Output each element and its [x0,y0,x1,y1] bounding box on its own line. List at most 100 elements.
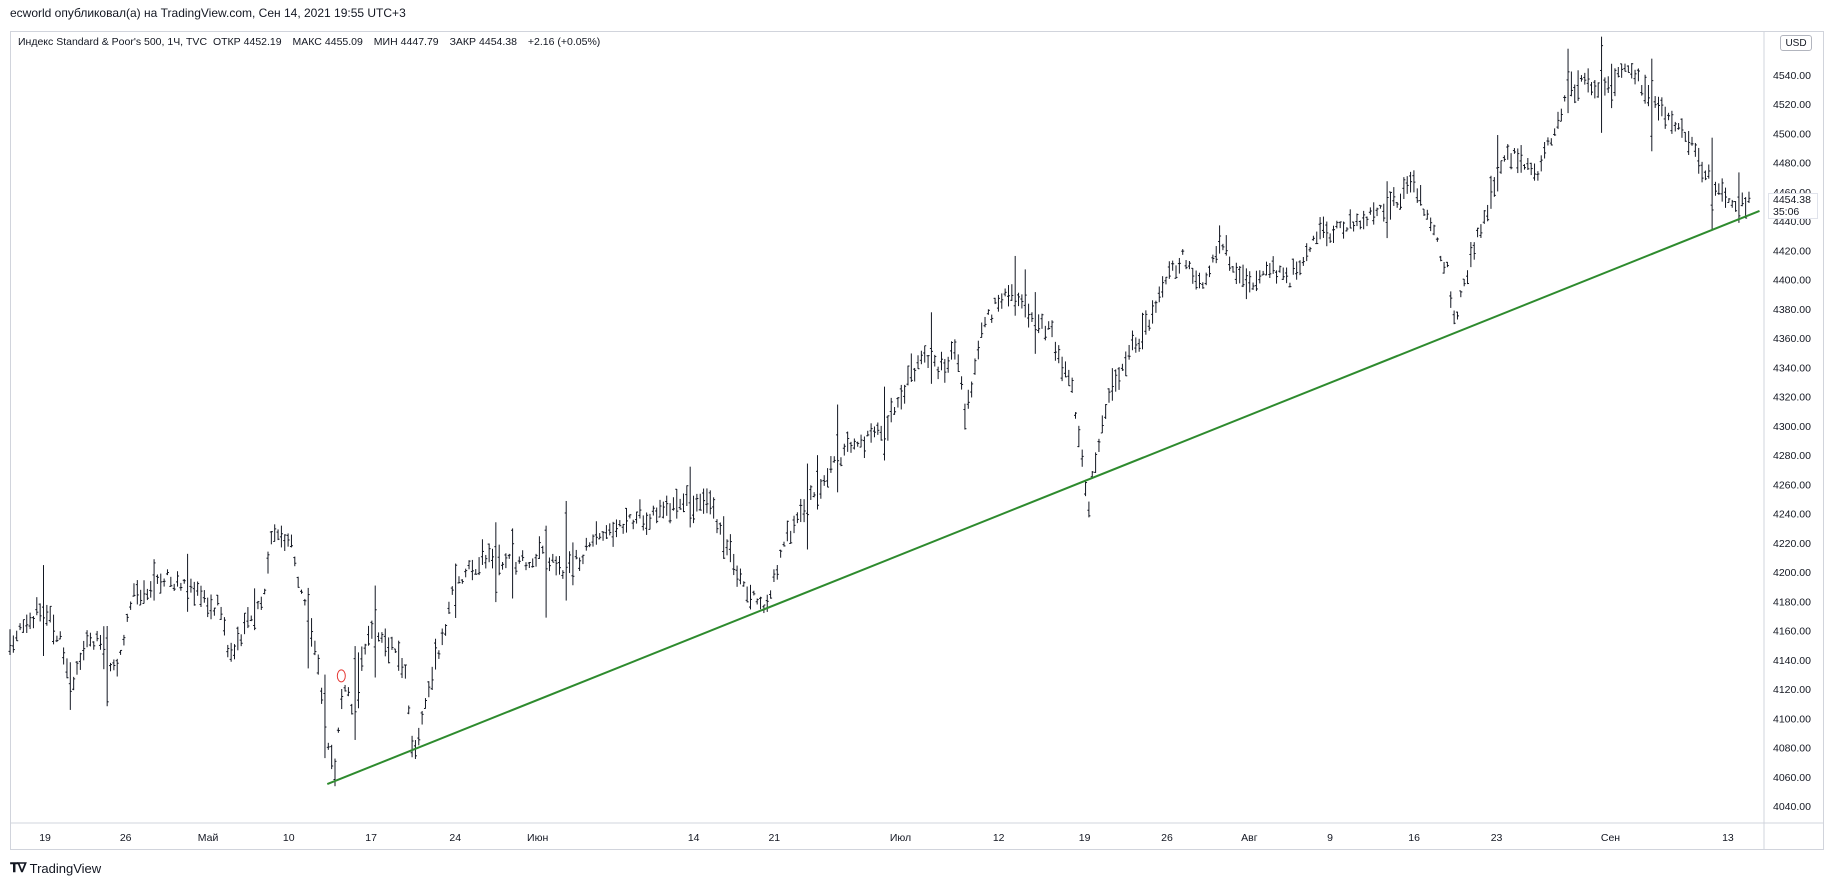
ohlc-bar [594,521,598,545]
symbol-name[interactable]: Индекс Standard & Poor's 500, 1Ч, TVC [18,36,208,48]
ohlc-bar [1097,438,1101,452]
ohlc-bar [1519,145,1523,173]
currency-button[interactable]: USD [1780,35,1812,51]
ohlc-bar [1372,202,1376,225]
ohlc-bar [1533,163,1537,181]
ohlc-bar [1043,325,1047,341]
ohlc-bar [1231,266,1235,273]
price-tick-label: 4340.00 [1773,362,1811,374]
ohlc-bar [852,438,856,450]
price-tick-label: 4040.00 [1773,801,1811,813]
ohlc-bar [769,590,773,599]
ohlc-bar [1194,270,1198,290]
ohlc-bar [712,497,716,519]
price-tick-label: 4480.00 [1773,158,1811,170]
ohlc-bar [1633,69,1637,85]
ohlc-bar [179,582,183,591]
ohlc-bar [1382,203,1386,222]
ohlc-bar [480,539,484,565]
ohlc-bar [1318,217,1322,240]
ohlc-bar [1388,191,1392,220]
ohlc-bar [692,495,696,524]
ohlc-bar [253,588,257,631]
ohlc-bar [35,597,39,616]
time-tick-label: 13 [1722,832,1734,844]
ohlc-bar [1285,267,1289,284]
ohlc-bar [950,341,954,360]
ohlc-bar [457,576,461,584]
ohlc-bar [581,554,585,565]
ohlc-bar [1573,84,1577,104]
ohlc-bar [1023,269,1027,318]
ohlc-bar [1281,267,1285,280]
ohlc-bar [990,314,994,323]
ohlc-bar [1177,257,1181,274]
ohlc-bar [708,490,712,515]
ohlc-bar [665,495,669,516]
ohlc-bar [490,548,494,569]
ohlc-bar [407,705,411,715]
ohlc-bar [269,531,273,545]
ohlc-bar [822,475,826,486]
ohlc-bar [678,498,682,510]
ohlc-bar [1606,76,1610,93]
bar-countdown: 35:06 [1773,206,1800,218]
ohlc-bar [1251,282,1255,290]
ohlc-bar [1653,96,1657,108]
ohlc-bar [732,553,736,576]
ohlc-bar [1693,142,1697,157]
ohlc-bar [1657,96,1661,121]
ohlc-bar [1010,284,1014,301]
ohlc-bar [1362,210,1366,230]
ohlc-bar [1717,183,1721,195]
time-tick-label: Июл [890,832,911,844]
price-tick-label: 4140.00 [1773,655,1811,667]
ohlc-bar [1432,224,1436,236]
ohlc-bar [11,635,15,653]
ohlc-bar [68,662,72,710]
ohlc-bar [675,488,679,519]
ohlc-bar [1355,213,1359,227]
ohlc-bar [856,441,860,447]
ohlc-bar [266,551,270,574]
ohlc-bar [196,581,200,596]
ohlc-bar [608,523,612,536]
ohlc-bar [1204,272,1208,286]
ohlc-bar [1472,242,1476,260]
ohlc-bar [973,358,977,375]
ohlc-bar [363,643,367,655]
ohlc-bar [474,569,478,575]
ohlc-bar [521,550,525,561]
ohlc-bar [886,415,890,441]
ohlc-bar [789,530,793,544]
ohlc-bar [983,316,987,328]
ohlc-bar [541,545,545,554]
ohlc-bar [232,644,236,660]
price-tick-label: 4380.00 [1773,304,1811,316]
ohlc-bar [390,636,394,650]
price-tick-label: 4320.00 [1773,392,1811,404]
price-tick-label: 4220.00 [1773,538,1811,550]
ohlc-bar [1730,199,1734,208]
price-tick-label: 4540.00 [1773,70,1811,82]
ohlc-bar [125,613,129,622]
footer-brand[interactable]: 𝐓∇ TradingView [10,860,101,876]
ohlc-bar [52,614,56,645]
ohlc-bar [805,463,809,550]
ohlc-bar [1546,137,1550,146]
ohlc-bar [1090,471,1094,478]
ohlc-bar [1616,67,1620,78]
ohlc-bar [1435,237,1439,242]
ohlc-bar [1224,235,1228,256]
ohlc-bar [273,524,277,542]
time-tick-label: 24 [449,832,461,844]
ohlc-bar [625,507,629,533]
ohlc-bar [1522,164,1526,170]
ohlc-bar [1405,176,1409,194]
ohlc-bar [681,493,685,513]
ohlc-bar [993,297,997,305]
ohlc-bar [1211,254,1215,263]
ohlc-bar [1040,313,1044,329]
ohlc-bar [296,576,300,588]
